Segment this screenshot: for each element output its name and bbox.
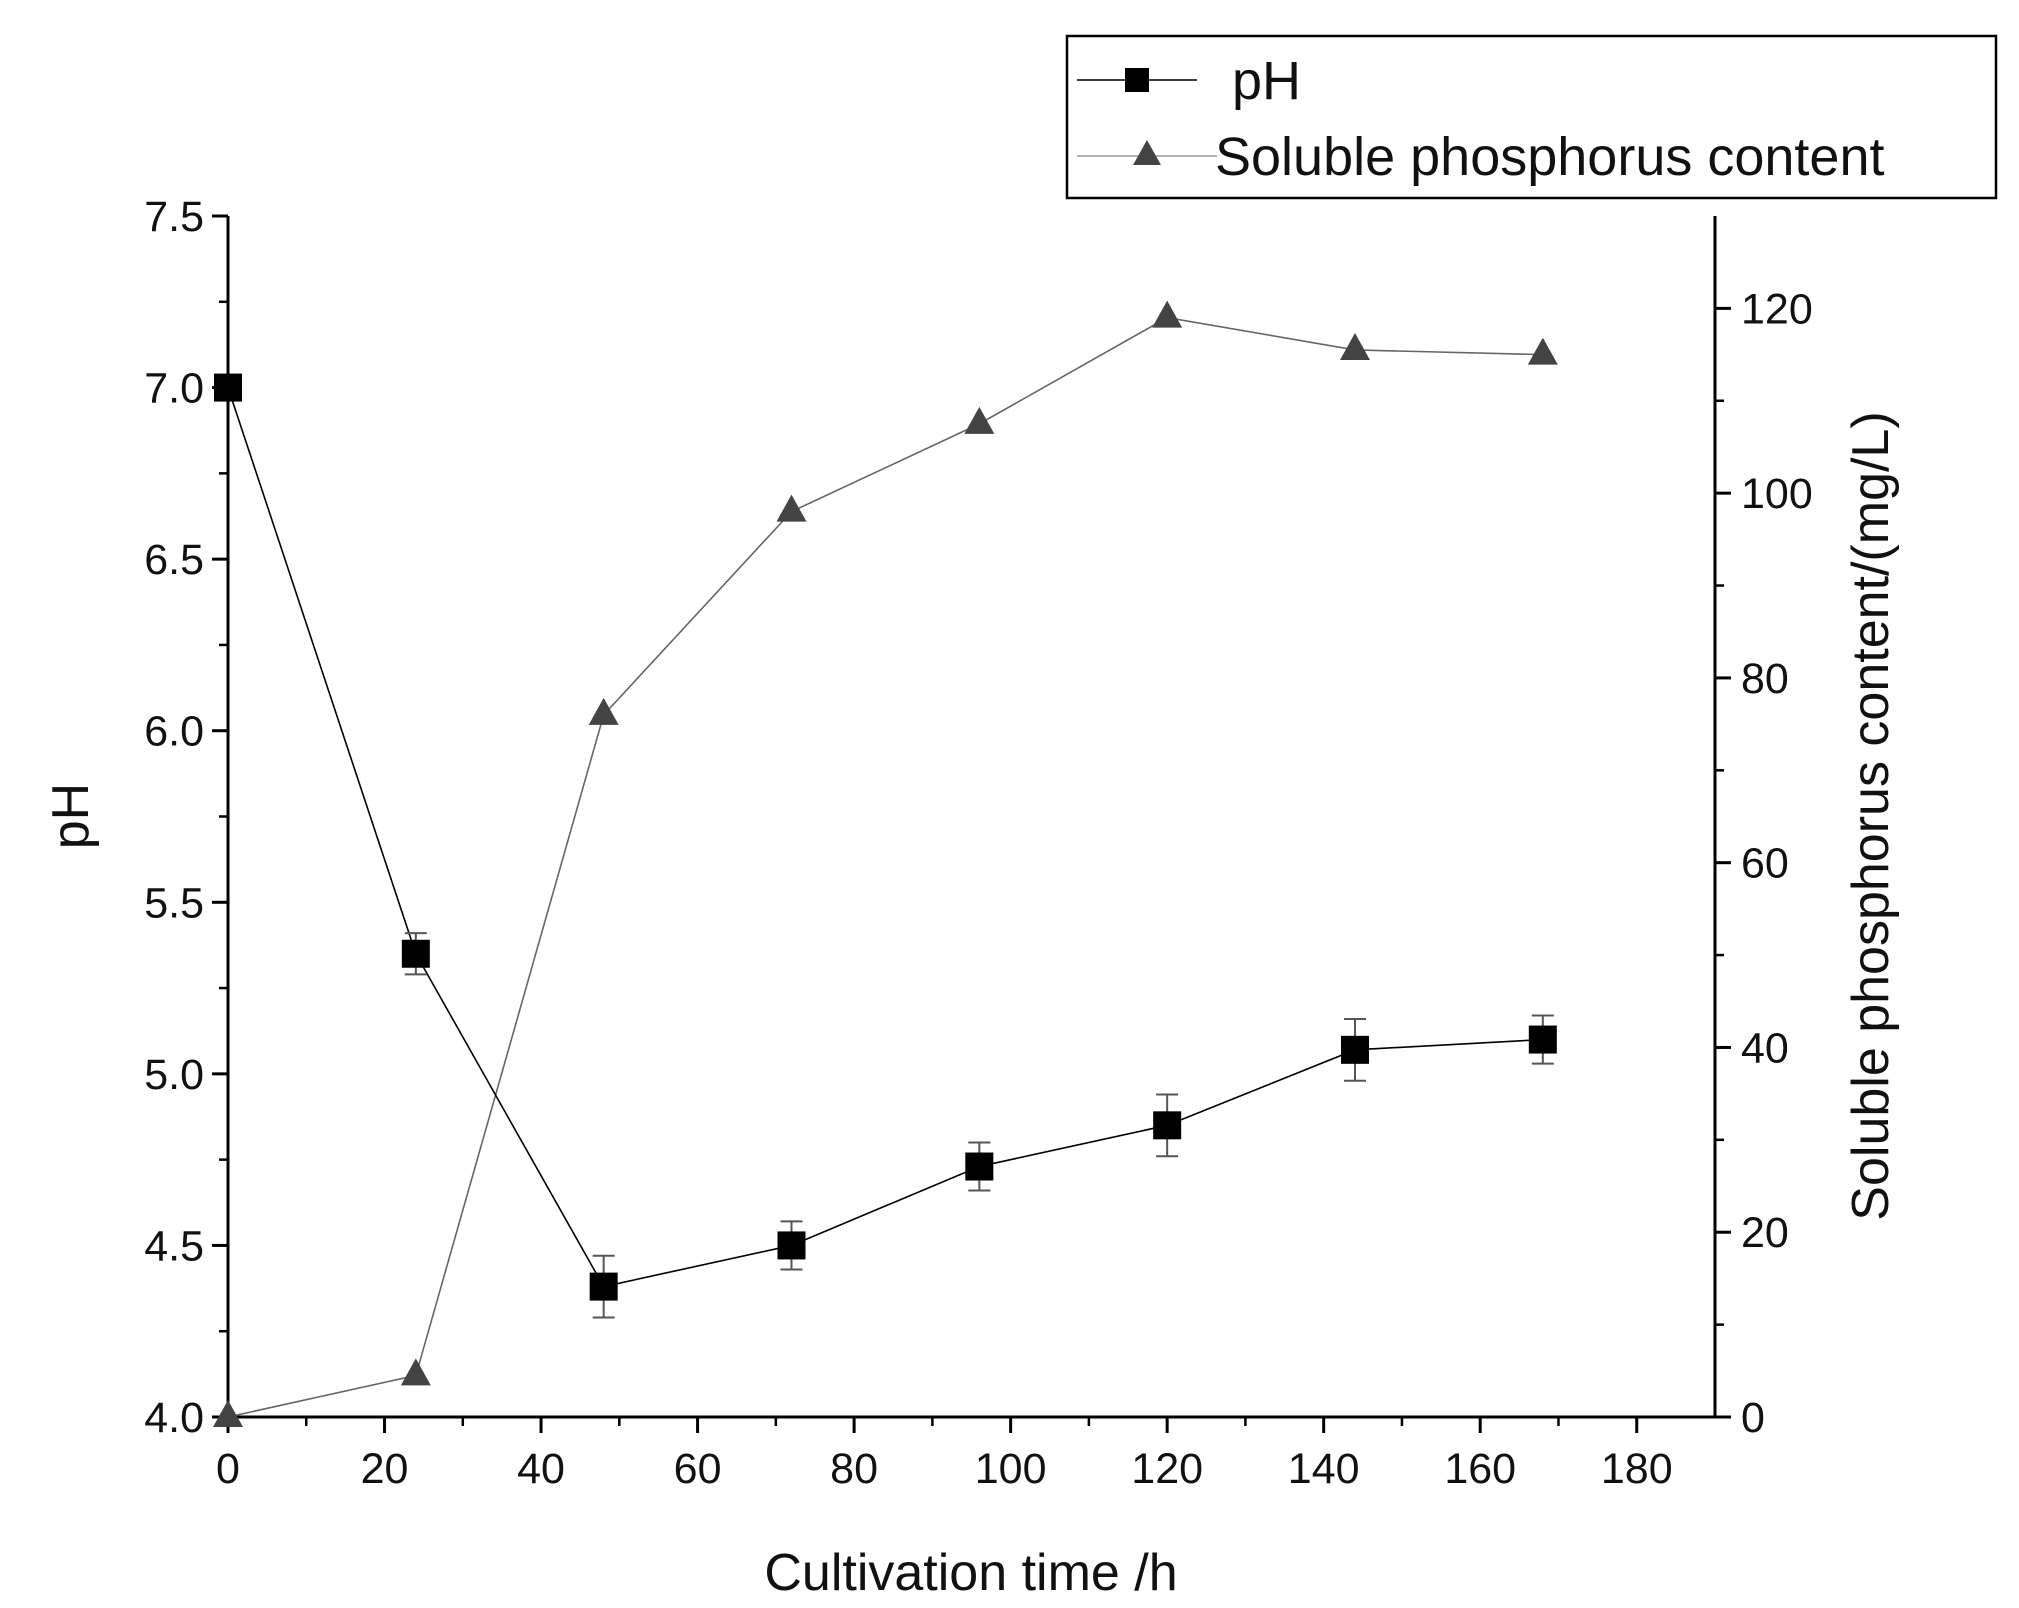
x-tick-label: 100 <box>975 1445 1047 1493</box>
series-phosphorus <box>213 300 1558 1427</box>
ph-marker <box>214 373 242 402</box>
legend-phosphorus-label: Soluble phosphorus content <box>1215 127 1885 187</box>
y-right-tick-label: 80 <box>1741 655 1789 703</box>
x-tick-label: 40 <box>517 1445 565 1493</box>
ph-line <box>227 387 1543 1288</box>
legend-box <box>1065 34 1998 200</box>
x-tick-label: 20 <box>361 1445 409 1493</box>
x-tick-label: 160 <box>1444 1445 1516 1493</box>
x-tick-label: 140 <box>1288 1445 1360 1493</box>
phosphorus-marker <box>213 1400 243 1427</box>
phosphorus-marker <box>400 1358 431 1386</box>
phosphorus-marker <box>1152 300 1183 328</box>
y-right-tick-label: 60 <box>1741 840 1789 888</box>
x-axis-title: Cultivation time /h <box>764 1544 1177 1602</box>
y-right-tick-label: 20 <box>1741 1209 1789 1257</box>
y-left-tick-label: 7.0 <box>144 365 204 413</box>
y-right-axis-title: Soluble phosphorus content/(mg/L) <box>1842 411 1900 1220</box>
y-left-tick-label: 6.5 <box>144 536 204 584</box>
legend-ph-marker <box>1125 68 1149 92</box>
legend-ph-label: pH <box>1232 51 1301 111</box>
x-tick-label: 180 <box>1601 1445 1673 1493</box>
phosphorus-marker <box>1339 332 1370 360</box>
y-left-tick-label: 5.0 <box>144 1051 204 1099</box>
y-right-tick-label: 120 <box>1741 285 1813 333</box>
legend-phosphorus-marker <box>1133 140 1161 165</box>
y-left-axis-title: pH <box>42 783 100 849</box>
y-left-tick-label: 7.5 <box>144 193 204 241</box>
series-ph <box>214 373 1557 1319</box>
x-tick-label: 60 <box>674 1445 722 1493</box>
y-right-tick-label: 100 <box>1741 470 1813 518</box>
ph-marker <box>777 1231 806 1260</box>
ph-marker <box>965 1152 994 1181</box>
ph-marker <box>401 939 430 968</box>
ph-marker <box>589 1272 618 1301</box>
ph-marker <box>1153 1111 1182 1140</box>
phosphorus-marker <box>588 697 619 725</box>
y-left-tick-label: 5.5 <box>144 879 204 927</box>
x-ticks: 0 20 40 60 80 100 120 140 160 180 <box>216 1417 1673 1493</box>
phosphorus-line <box>227 316 1543 1418</box>
y-left-tick-label: 6.0 <box>144 708 204 756</box>
y-left-tick-label: 4.0 <box>144 1394 204 1442</box>
y-right-tick-label: 0 <box>1741 1394 1765 1442</box>
y-left-tick-label: 4.5 <box>144 1222 204 1270</box>
x-tick-label: 120 <box>1131 1445 1203 1493</box>
phosphorus-marker <box>964 406 995 434</box>
y-right-ticks: 0 20 40 60 80 100 120 <box>1715 285 1813 1442</box>
legend: pH Soluble phosphorus content <box>1065 34 1998 200</box>
phosphorus-marker <box>1527 337 1558 365</box>
x-tick-label: 0 <box>216 1445 240 1493</box>
axes <box>226 216 1717 1419</box>
phosphorus-marker <box>776 494 807 522</box>
ph-marker <box>1528 1025 1557 1054</box>
x-tick-label: 80 <box>830 1445 878 1493</box>
y-right-tick-label: 40 <box>1741 1024 1789 1072</box>
ph-marker <box>1340 1035 1369 1064</box>
